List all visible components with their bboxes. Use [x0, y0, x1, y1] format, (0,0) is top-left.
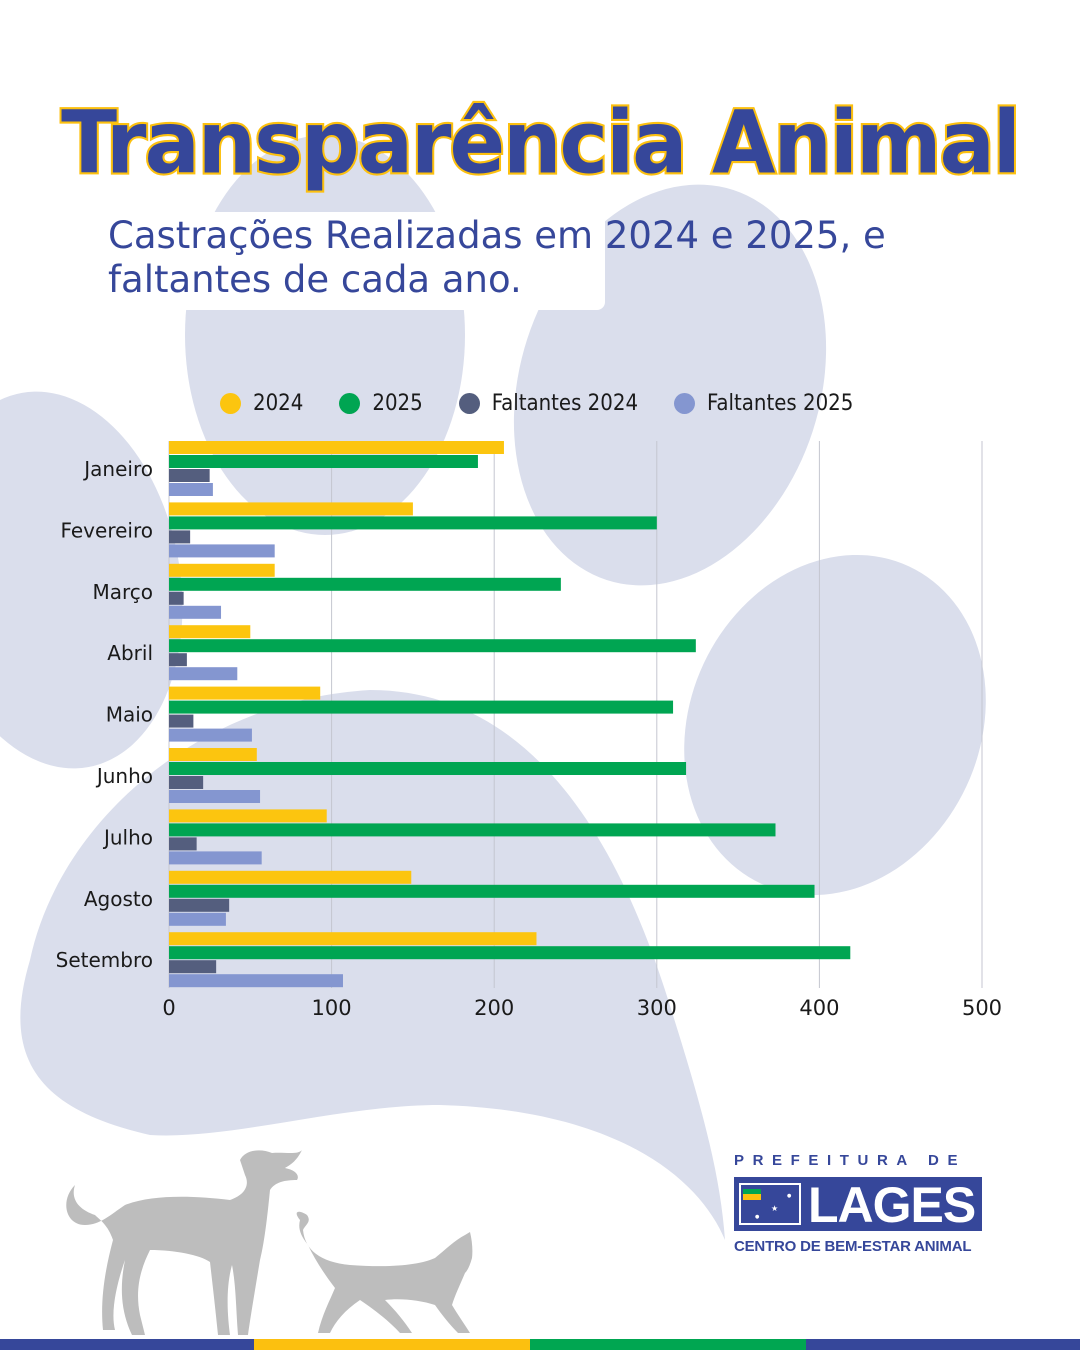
category-label: Março	[92, 580, 153, 604]
x-tick-label: 400	[799, 996, 839, 1020]
category-label: Janeiro	[82, 457, 153, 481]
prefeitura-lages-logo: PREFEITURA DE ★ ● ● LAGES CENTRO DE BEM-ES…	[734, 1152, 984, 1255]
legend-dot-icon	[674, 392, 696, 414]
bar-maio-faltantes-2025	[169, 728, 252, 742]
cat-silhouette	[296, 1211, 473, 1333]
bar-agosto-faltantes-2024	[169, 898, 230, 912]
category-label: Agosto	[84, 887, 153, 911]
bars	[169, 441, 851, 988]
logo-name: LAGES	[808, 1177, 976, 1233]
legend-item-2024: 2024	[220, 391, 303, 416]
category-label: Maio	[106, 703, 153, 727]
subtitle-background	[100, 212, 605, 310]
bar-março-faltantes-2025	[169, 605, 222, 619]
logo-bottom-text: CENTRO DE BEM-ESTAR ANIMAL	[734, 1238, 972, 1255]
bar-agosto-faltantes-2025	[169, 912, 226, 926]
category-labels: Janeiro Fevereiro Março Abril Maio Junho Julho…	[56, 457, 153, 972]
footer-stripe-yellow	[254, 1339, 530, 1350]
x-tick-label: 0	[162, 996, 175, 1020]
bar-fevereiro-faltantes-2025	[169, 544, 275, 558]
bar-setembro-faltantes-2024	[169, 960, 217, 974]
chart-legend: 2024 2025 Faltantes 2024 Faltantes 2025	[220, 388, 889, 418]
flag-icon: ★ ● ●	[739, 1183, 801, 1225]
x-tick-label: 100	[312, 996, 352, 1020]
footer-stripe-blue-right	[806, 1339, 1080, 1350]
legend-dot-icon	[458, 392, 480, 414]
paw-toe-3	[0, 391, 183, 769]
paw-toe-4	[684, 554, 986, 896]
bar-setembro-2024	[169, 932, 537, 946]
chart-subtitle: Castrações Realizadas em 2024 e 2025, e …	[108, 214, 1008, 302]
bar-janeiro-2024	[169, 441, 504, 454]
bar-junho-2024	[169, 748, 257, 761]
logo-box: ★ ● ● LAGES	[734, 1177, 982, 1233]
bar-janeiro-2025	[169, 455, 478, 468]
subtitle-line-1: Castrações Realizadas em 2024 e 2025, e	[108, 214, 886, 257]
bar-junho-2025	[169, 762, 687, 775]
category-label: Fevereiro	[60, 518, 153, 542]
bar-junho-faltantes-2024	[169, 776, 204, 789]
bar-janeiro-faltantes-2025	[169, 483, 213, 496]
bar-abril-2025	[169, 639, 696, 653]
x-tick-label: 300	[637, 996, 677, 1020]
bar-maio-faltantes-2024	[169, 714, 194, 728]
x-tick-label: 200	[474, 996, 514, 1020]
bar-março-faltantes-2024	[169, 591, 184, 605]
bar-março-2025	[169, 577, 561, 591]
bar-setembro-2025	[169, 946, 851, 960]
legend-dot-icon	[339, 392, 361, 414]
legend-label: 2025	[372, 390, 423, 416]
legend-label: 2024	[253, 390, 304, 416]
bar-maio-2025	[169, 700, 674, 714]
bar-março-2024	[169, 563, 275, 577]
page-title: Transparência Animal	[59, 92, 1023, 196]
bar-fevereiro-faltantes-2024	[169, 530, 191, 544]
subtitle-line-2: faltantes de cada ano.	[108, 258, 522, 301]
bar-julho-faltantes-2025	[169, 851, 262, 865]
legend-item-2025: 2025	[339, 390, 423, 416]
bar-fevereiro-2025	[169, 516, 657, 530]
bar-abril-faltantes-2025	[169, 667, 238, 681]
category-label: Junho	[95, 764, 153, 788]
bar-junho-faltantes-2025	[169, 790, 261, 803]
bar-abril-faltantes-2024	[169, 653, 187, 667]
x-tick-labels: 0 100 200 300 400 500	[162, 996, 1002, 1020]
category-label: Setembro	[56, 948, 153, 972]
legend-label: Faltantes 2025	[707, 390, 854, 416]
bar-agosto-2025	[169, 884, 815, 898]
legend-label: Faltantes 2024	[491, 390, 639, 416]
bar-janeiro-faltantes-2024	[169, 469, 210, 482]
bar-fevereiro-2024	[169, 502, 413, 516]
footer-stripe-blue-left	[0, 1339, 254, 1350]
category-label: Julho	[102, 825, 153, 849]
legend-dot-icon	[220, 392, 241, 414]
bar-setembro-faltantes-2025	[169, 974, 343, 988]
x-tick-label: 500	[962, 996, 1002, 1020]
logo-top-text: PREFEITURA DE	[734, 1152, 967, 1169]
bar-julho-2025	[169, 823, 776, 837]
legend-item-faltantes-2025: Faltantes 2025	[674, 391, 853, 416]
bar-julho-faltantes-2024	[169, 837, 197, 851]
bar-maio-2024	[169, 686, 321, 700]
dog-silhouette	[66, 1150, 302, 1335]
bar-agosto-2024	[169, 870, 412, 884]
bar-julho-2024	[169, 809, 327, 823]
category-label: Abril	[107, 641, 153, 665]
footer-stripe-green	[530, 1339, 806, 1350]
legend-item-faltantes-2024: Faltantes 2024	[458, 390, 639, 416]
bar-abril-2024	[169, 625, 251, 639]
